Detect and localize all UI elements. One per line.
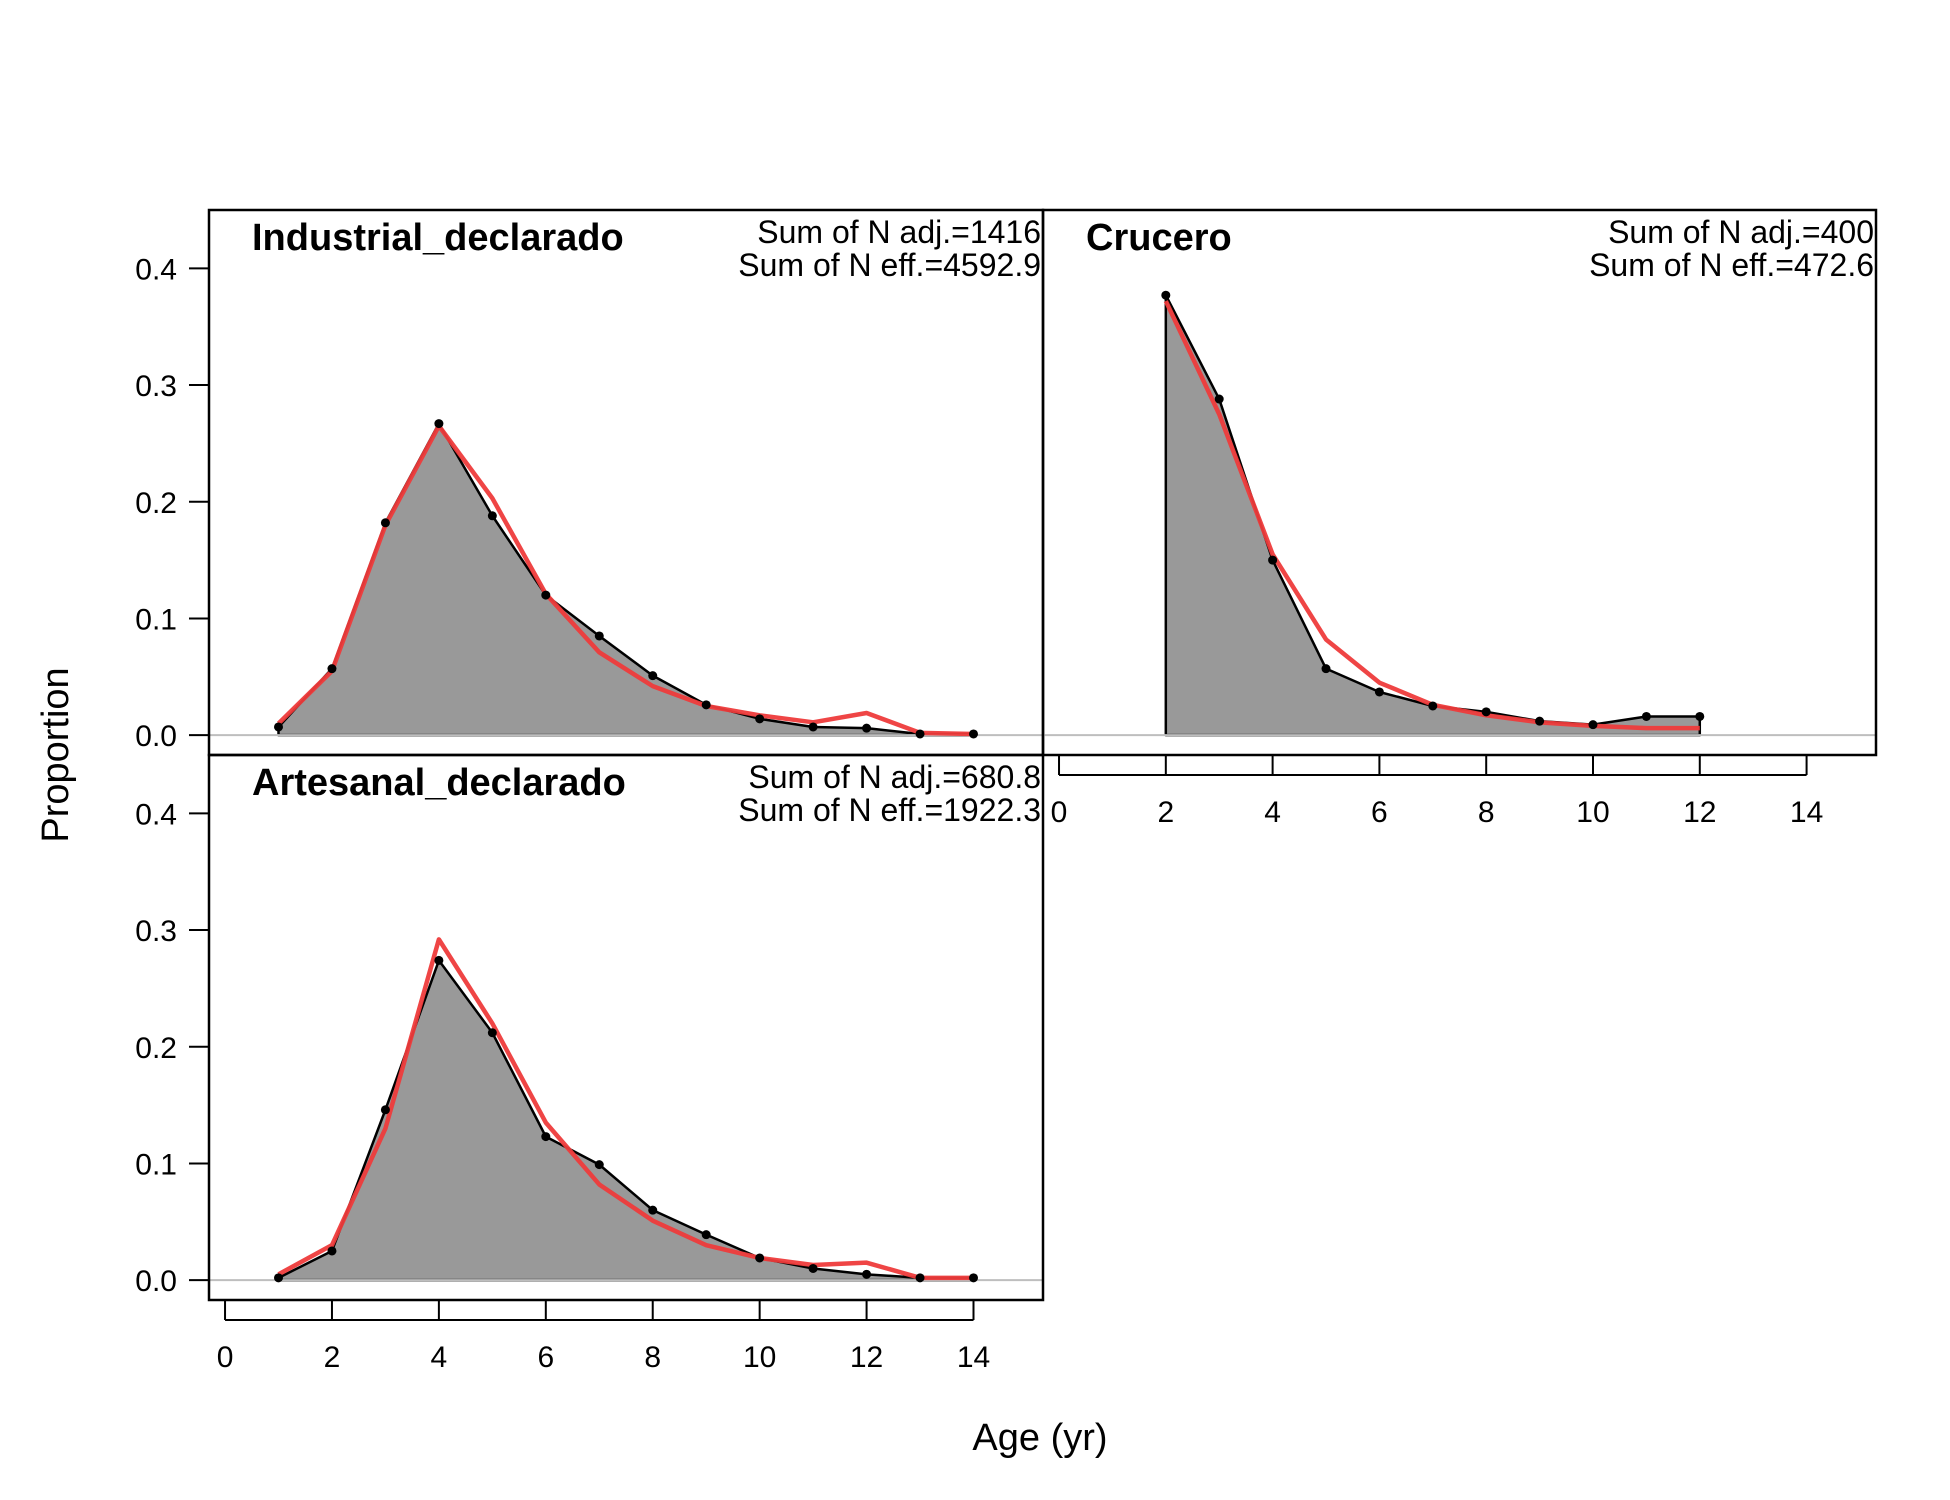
observed-point xyxy=(969,1273,978,1283)
observed-point xyxy=(487,1028,497,1038)
x-tick-label: 10 xyxy=(743,1341,776,1374)
sum-n-eff-label: Sum of N eff.=4592.9 xyxy=(738,247,1041,283)
observed-point xyxy=(648,671,658,681)
x-tick-label: 12 xyxy=(1683,796,1716,829)
sum-n-adj-label: Sum of N adj.=400 xyxy=(1608,214,1874,250)
x-tick-label: 4 xyxy=(1264,796,1281,829)
observed-point xyxy=(434,419,444,429)
x-tick-label: 6 xyxy=(537,1341,554,1374)
observed-point xyxy=(1428,701,1438,711)
observed-point xyxy=(380,1105,390,1115)
x-tick-label: 2 xyxy=(324,1341,341,1374)
observed-point xyxy=(487,511,497,521)
observed-point xyxy=(1695,711,1705,721)
observed-point xyxy=(1588,720,1598,730)
x-tick-label: 2 xyxy=(1157,796,1174,829)
sum-n-adj-label: Sum of N adj.=1416 xyxy=(757,214,1041,250)
observed-point xyxy=(274,722,283,732)
observed-point xyxy=(541,590,551,600)
observed-point xyxy=(862,723,872,733)
y-tick-label: 0.2 xyxy=(135,487,177,520)
panel-title: Industrial_declarado xyxy=(252,217,624,259)
observed-point xyxy=(862,1269,872,1279)
observed-point xyxy=(808,1263,818,1273)
x-tick-label: 8 xyxy=(1478,796,1495,829)
x-tick-label: 8 xyxy=(644,1341,661,1374)
panel-3: Artesanal_declarado Sum of N adj.=680.8Su… xyxy=(135,753,1045,1374)
x-tick-label: 0 xyxy=(217,1341,234,1374)
y-tick-label: 0.0 xyxy=(135,720,177,753)
x-tick-label: 0 xyxy=(1051,796,1068,829)
observed-point xyxy=(915,1273,925,1283)
sum-n-eff-label: Sum of N eff.=472.6 xyxy=(1589,247,1874,283)
x-tick-label: 12 xyxy=(850,1341,883,1374)
observed-point xyxy=(701,700,711,710)
x-tick-label: 6 xyxy=(1371,796,1388,829)
observed-point xyxy=(274,1273,283,1283)
x-tick-label: 14 xyxy=(1790,796,1823,829)
x-axis-label: Age (yr) xyxy=(972,1417,1107,1459)
y-tick-label: 0.4 xyxy=(135,253,177,286)
observed-point xyxy=(1481,707,1491,717)
observed-point xyxy=(594,631,604,641)
observed-point xyxy=(915,729,925,739)
expected-line xyxy=(276,423,974,737)
y-tick-label: 0.1 xyxy=(135,603,177,636)
observed-point xyxy=(327,1246,337,1256)
observed-point xyxy=(1641,711,1651,721)
y-tick-label: 0.0 xyxy=(135,1265,177,1298)
observed-area xyxy=(1164,293,1702,737)
panel-frame xyxy=(207,753,1045,1302)
y-axis-label: Proportion xyxy=(35,667,77,842)
observed-point xyxy=(755,1253,765,1263)
observed-point xyxy=(594,1160,604,1170)
x-tick-label: 4 xyxy=(431,1341,448,1374)
observed-point xyxy=(755,714,765,724)
expected-line xyxy=(277,937,974,1281)
observed-area xyxy=(277,959,975,1282)
observed-point xyxy=(808,722,818,732)
observed-point xyxy=(648,1205,658,1215)
observed-point xyxy=(1268,555,1278,565)
observed-point xyxy=(1535,716,1545,726)
y-tick-label: 0.2 xyxy=(135,1032,177,1065)
observed-point xyxy=(969,729,978,739)
observed-area xyxy=(277,422,975,737)
sum-n-eff-label: Sum of N eff.=1922.3 xyxy=(738,792,1041,828)
x-tick-label: 14 xyxy=(957,1341,990,1374)
observed-point xyxy=(434,955,444,965)
panel-1: Industrial_declarado Sum of N adj.=1416Su… xyxy=(135,208,1045,757)
observed-point xyxy=(1321,664,1331,674)
y-tick-label: 0.1 xyxy=(135,1148,177,1181)
sum-n-adj-label: Sum of N adj.=680.8 xyxy=(748,759,1041,795)
observed-point xyxy=(327,664,337,674)
panels-group: Industrial_declarado Sum of N adj.=1416Su… xyxy=(135,208,1878,1374)
panel-title: Crucero xyxy=(1086,217,1232,259)
observed-point xyxy=(380,518,390,528)
observed-point xyxy=(1214,394,1224,404)
panel-frame xyxy=(1041,208,1878,757)
observed-point xyxy=(1161,290,1171,300)
observed-point xyxy=(541,1132,551,1142)
observed-point xyxy=(1374,687,1384,697)
y-tick-label: 0.4 xyxy=(135,798,177,831)
x-tick-label: 10 xyxy=(1576,796,1609,829)
y-tick-label: 0.3 xyxy=(135,370,177,403)
panel-title: Artesanal_declarado xyxy=(252,762,626,804)
observed-point xyxy=(701,1230,711,1240)
y-tick-label: 0.3 xyxy=(135,915,177,948)
